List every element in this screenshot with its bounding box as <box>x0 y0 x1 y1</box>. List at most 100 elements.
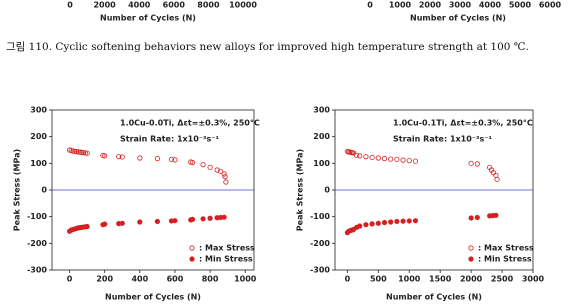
data-point <box>357 153 363 159</box>
x-tick-label: 2000 <box>93 1 116 10</box>
annotation: 1.0Cu-0.0Ti, Δεt=±0.3%, 250°C <box>120 119 260 128</box>
x-tick-label: 4000 <box>479 1 502 10</box>
data-point <box>75 149 81 155</box>
x-tick-label: 400 <box>131 275 148 284</box>
x-tick-label: 4000 <box>128 1 151 10</box>
x-axis-label: Number of Cycles (N) <box>410 14 506 23</box>
x-tick-label: 0 <box>67 1 73 10</box>
data-point <box>375 220 381 226</box>
y-axis-label: Peak Stress (MPa) <box>13 149 22 231</box>
x-tick-label: 1000 <box>389 1 412 10</box>
data-point <box>363 154 369 160</box>
data-point <box>223 179 229 185</box>
y-tick-label: 300 <box>30 106 47 115</box>
x-tick-label: 1000 <box>398 275 421 284</box>
data-point <box>84 223 90 230</box>
data-point <box>81 150 87 156</box>
data-point <box>72 148 78 154</box>
x-tick-label: 0 <box>345 275 351 284</box>
data-point <box>221 214 227 220</box>
x-tick-label: 500 <box>370 275 387 284</box>
data-point <box>381 219 388 226</box>
data-point <box>394 156 400 162</box>
data-point <box>70 148 76 154</box>
y-axis-label: Peak Stress (MPa) <box>296 149 305 231</box>
data-point <box>357 223 363 229</box>
y-tick-label: -300 <box>310 266 330 275</box>
y-tick-label: -100 <box>27 212 47 221</box>
x-tick-label: 1000 <box>234 275 257 284</box>
data-point <box>79 149 85 155</box>
data-point <box>189 159 196 166</box>
data-point <box>388 156 394 162</box>
data-point <box>400 157 406 163</box>
data-point <box>214 167 220 173</box>
y-tick-label: 300 <box>313 106 330 115</box>
x-tick-label: 0 <box>67 275 73 284</box>
data-point <box>207 215 213 221</box>
x-tick-label: 10000 <box>229 1 257 10</box>
x-tick-label: 1500 <box>429 275 452 284</box>
y-tick-label: -100 <box>310 212 330 221</box>
data-point <box>82 150 88 156</box>
data-point <box>221 171 227 177</box>
data-point <box>493 212 499 218</box>
legend-label: : Min Stress <box>478 255 532 264</box>
data-point <box>189 216 196 222</box>
x-tick-label: 2000 <box>460 275 483 284</box>
data-point <box>172 218 178 224</box>
y-tick-label: -300 <box>27 266 47 275</box>
data-point <box>218 168 224 174</box>
data-point <box>369 154 375 161</box>
data-point <box>200 216 206 222</box>
data-point <box>375 155 381 161</box>
x-axis-label: Number of Cycles (N) <box>105 293 201 302</box>
data-point <box>116 154 122 160</box>
annotation: 1.0Cu-0.1Ti, Δεt=±0.3%, 250°C <box>393 119 533 128</box>
y-tick-label: 200 <box>30 132 47 141</box>
data-point <box>412 218 419 224</box>
x-tick-label: 8000 <box>197 1 220 10</box>
y-tick-label: -200 <box>310 239 330 248</box>
data-point <box>77 149 83 155</box>
data-point <box>200 162 206 168</box>
x-tick-label: 6000 <box>163 1 186 10</box>
data-point <box>468 215 474 221</box>
x-tick-label: 600 <box>167 275 184 284</box>
data-point <box>137 155 143 161</box>
legend-label: : Min Stress <box>199 255 253 264</box>
y-tick-label: 100 <box>30 159 47 168</box>
data-point <box>102 221 108 227</box>
data-point <box>154 218 160 225</box>
data-point <box>84 150 90 156</box>
data-point <box>394 218 400 225</box>
x-tick-label: 5000 <box>509 1 532 10</box>
data-point <box>207 164 213 170</box>
data-point <box>363 222 369 228</box>
data-point <box>400 218 406 224</box>
data-point <box>381 155 388 162</box>
data-point <box>494 176 500 182</box>
data-point <box>137 219 143 225</box>
data-point <box>119 154 125 160</box>
legend-marker <box>189 245 195 251</box>
x-tick-label: 0 <box>367 1 373 10</box>
data-point <box>222 174 228 180</box>
data-point <box>406 218 412 224</box>
legend-marker <box>189 256 195 262</box>
x-tick-label: 6000 <box>539 1 562 10</box>
data-point <box>468 160 474 166</box>
annotation: Strain Rate: 1x10⁻³s⁻¹ <box>120 135 220 144</box>
data-point <box>474 161 480 167</box>
data-point <box>119 220 125 226</box>
legend-marker <box>468 256 474 262</box>
caption: 그림 110. Cyclic softening behaviors new a… <box>6 41 529 53</box>
x-tick-label: 2000 <box>419 1 442 10</box>
annotation: Strain Rate: 1x10⁻³s⁻¹ <box>393 135 493 144</box>
x-tick-label: 3000 <box>449 1 472 10</box>
y-tick-label: -200 <box>27 239 47 248</box>
data-point <box>172 157 178 163</box>
legend-label: : Max Stress <box>199 244 255 253</box>
y-tick-label: 0 <box>41 186 47 195</box>
